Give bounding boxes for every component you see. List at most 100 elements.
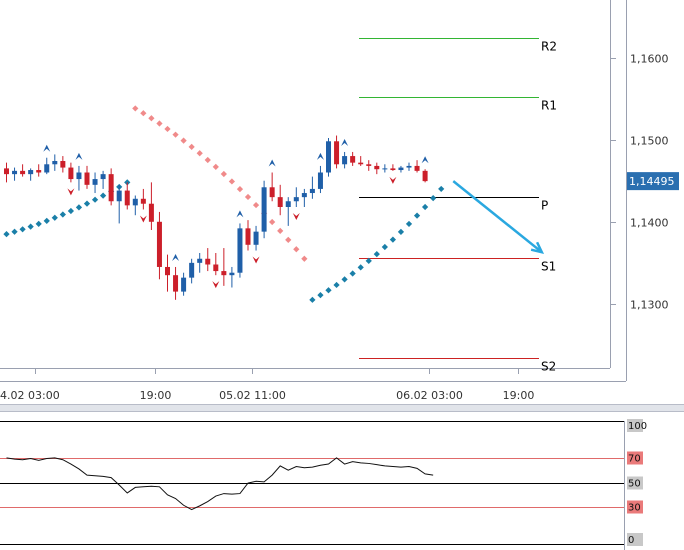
candle xyxy=(68,162,74,183)
sar-high-dot xyxy=(204,156,211,164)
candle xyxy=(382,164,388,173)
sar-low-first-dot xyxy=(51,214,58,221)
sar-low-second-dot xyxy=(413,212,421,219)
candle xyxy=(390,164,396,171)
candle xyxy=(253,225,259,251)
osc-level-label: 50 xyxy=(628,479,641,490)
candle-body xyxy=(382,168,388,170)
candle xyxy=(4,162,9,183)
candle-body xyxy=(205,258,211,265)
candle xyxy=(269,172,275,202)
candle xyxy=(52,154,58,171)
forecast-arrow xyxy=(452,180,545,254)
candle-body xyxy=(140,198,146,204)
sar-low-first-dot xyxy=(91,196,99,203)
candle-body xyxy=(189,262,195,278)
candle-body xyxy=(301,193,307,198)
forecast-arrow-shaft xyxy=(452,180,543,254)
candle-body xyxy=(100,174,106,180)
candle-body xyxy=(36,170,42,173)
sar-low-second-dot xyxy=(389,236,397,243)
fractal-up-marker xyxy=(316,152,324,160)
candle-body xyxy=(52,161,58,165)
candle-body xyxy=(358,162,364,165)
candle xyxy=(44,157,50,175)
fractal-down-marker xyxy=(139,215,147,223)
sar-high-dot xyxy=(293,246,300,253)
candle-body xyxy=(68,167,74,180)
candle xyxy=(84,165,90,189)
candle-body xyxy=(92,179,98,185)
candle-body xyxy=(285,201,291,207)
osc-level-badge xyxy=(627,533,643,546)
candle-body xyxy=(12,170,18,175)
sar-low-second-dot xyxy=(349,270,356,277)
sar-low-second-dot xyxy=(317,292,324,299)
sar-low-first-dot xyxy=(43,217,50,224)
sar-high-dot xyxy=(252,201,260,209)
candle-body xyxy=(148,203,154,222)
candle xyxy=(140,188,146,210)
osc-level-label: 100 xyxy=(628,421,647,432)
sar-high-dot xyxy=(301,255,308,262)
sar-low-second-dot xyxy=(333,281,340,289)
candle xyxy=(28,168,34,181)
sar-low-first-dot xyxy=(99,192,107,199)
sar-high-dot xyxy=(212,163,219,170)
candle-body xyxy=(253,231,259,245)
candle-body xyxy=(366,164,372,166)
candle xyxy=(358,156,364,166)
fractal-up-marker xyxy=(43,144,51,152)
candle-body xyxy=(334,141,340,165)
sar-high-dot xyxy=(228,178,236,185)
candle xyxy=(317,165,323,194)
candle-body xyxy=(221,271,227,276)
candle-body xyxy=(116,190,122,202)
price-grid xyxy=(0,0,684,412)
candle xyxy=(116,184,122,224)
candle xyxy=(398,165,404,173)
candle-body xyxy=(390,168,396,171)
candle-body xyxy=(237,228,243,273)
candle xyxy=(374,162,380,175)
forecast-arrow-head xyxy=(530,241,545,254)
candle xyxy=(366,160,372,171)
candle xyxy=(342,151,348,169)
candle xyxy=(285,197,291,226)
candle-body xyxy=(350,156,356,163)
osc-level-badge xyxy=(627,419,643,432)
fractal-up-marker xyxy=(236,210,244,218)
sar-high-dot xyxy=(172,131,179,138)
sar-high-dot xyxy=(164,125,171,133)
pivot-levels: R2 R1 P S1 S2 xyxy=(359,38,557,374)
candle-body xyxy=(76,172,82,180)
sar-high-dot xyxy=(236,185,244,193)
candle-body xyxy=(28,170,34,175)
candle-body xyxy=(20,170,26,175)
fractal-up-marker xyxy=(421,156,429,164)
candle-body xyxy=(293,197,299,202)
candle xyxy=(309,176,315,199)
sar-low-first-dot xyxy=(35,220,42,227)
osc-level-badge xyxy=(627,476,643,490)
sar-low-second-dot xyxy=(438,185,445,193)
candle xyxy=(261,180,267,239)
candle-body xyxy=(374,165,380,170)
candle xyxy=(173,266,179,300)
sar-high-dot xyxy=(269,218,276,226)
sar-high-dot xyxy=(180,137,187,144)
candle xyxy=(406,162,412,171)
sar-high-dot xyxy=(277,227,284,234)
sar-low-first-dot xyxy=(11,228,18,235)
current-price-badge xyxy=(627,172,679,191)
osc-level-label: 30 xyxy=(628,503,641,514)
pivot-label-p: P xyxy=(541,199,548,213)
oscillator-line xyxy=(6,457,434,511)
candle-body xyxy=(398,167,404,171)
sar-high-dot xyxy=(148,115,155,122)
candle xyxy=(237,223,243,278)
oscillator-panel: 100 70 50 30 0 xyxy=(0,419,647,550)
candle xyxy=(205,248,211,272)
candle xyxy=(100,170,106,189)
